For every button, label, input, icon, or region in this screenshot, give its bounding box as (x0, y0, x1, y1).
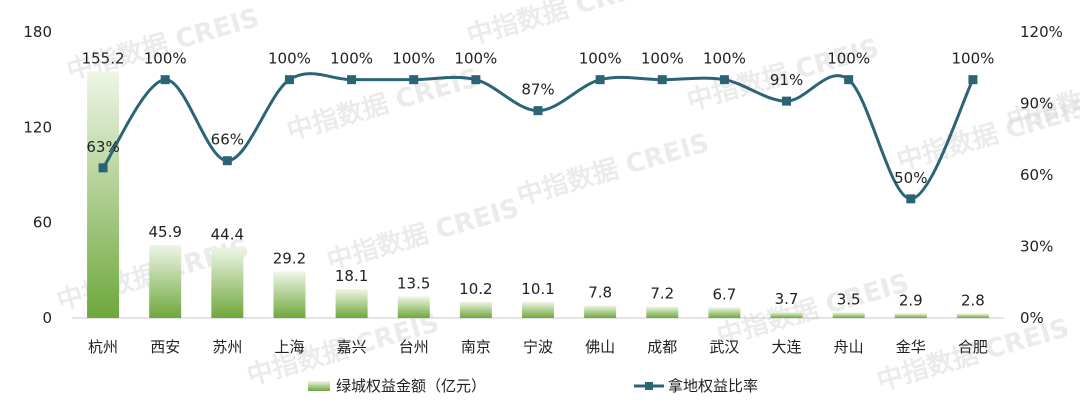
watermark-text: 中指数据 CREIS (324, 193, 523, 277)
bar-data-label: 7.8 (588, 284, 612, 302)
line-point (409, 75, 419, 85)
watermark-text: 中指数据 CREIS (514, 128, 713, 212)
legend-label-bars: 绿城权益金额（亿元） (336, 377, 486, 395)
line-point (471, 75, 481, 85)
bar-data-label: 29.2 (273, 250, 306, 268)
line-data-label: 100% (579, 50, 622, 68)
y-left-tick-label: 180 (23, 23, 52, 41)
x-tick-label: 上海 (274, 338, 304, 356)
line-data-label: 63% (86, 138, 119, 156)
bar (770, 312, 803, 318)
line-point (98, 163, 108, 173)
line-data-label: 100% (268, 50, 311, 68)
x-tick-label: 金华 (896, 338, 926, 356)
bar-data-label: 18.1 (335, 267, 368, 285)
line-data-label: 100% (703, 50, 746, 68)
bar-data-label: 7.2 (650, 285, 674, 303)
y-right-tick-label: 0% (1020, 309, 1044, 327)
x-tick-label: 嘉兴 (337, 338, 367, 356)
x-tick-label: 武汉 (709, 338, 739, 356)
watermark-text: 中指数据 CREIS (284, 63, 483, 147)
line-point (284, 75, 294, 85)
x-tick-label: 大连 (772, 338, 802, 356)
bar (646, 306, 679, 318)
bar (211, 247, 244, 318)
bar (149, 245, 182, 318)
line-point (968, 75, 978, 85)
line-data-label: 100% (144, 50, 187, 68)
x-tick-label: 苏州 (212, 338, 242, 356)
x-tick-label: 西安 (150, 338, 180, 356)
bar-data-label: 3.7 (775, 290, 799, 308)
bar-data-label: 10.2 (459, 280, 492, 298)
bar-data-label: 155.2 (82, 49, 125, 67)
line-data-label: 100% (392, 50, 435, 68)
y-right-tick-label: 60% (1020, 166, 1053, 184)
bar (708, 307, 741, 318)
line-data-label: 91% (770, 71, 803, 89)
bar (832, 312, 865, 318)
x-tick-label: 合肥 (958, 338, 988, 356)
watermark-text: 中指数据 CREIS (464, 0, 663, 52)
bar (894, 313, 927, 318)
line-point (657, 75, 667, 85)
line-point (347, 75, 357, 85)
line-point (533, 106, 543, 116)
bar-data-label: 45.9 (148, 223, 181, 241)
bar-data-label: 44.4 (211, 225, 244, 243)
line-point (844, 75, 854, 85)
y-right-tick-label: 120% (1020, 23, 1063, 41)
bar (956, 313, 989, 318)
line-data-label: 100% (951, 50, 994, 68)
line-point (595, 75, 605, 85)
line-data-label: 100% (454, 50, 497, 68)
bar-data-label: 13.5 (397, 275, 430, 293)
bar-data-label: 2.9 (899, 291, 923, 309)
x-tick-label: 宁波 (523, 338, 553, 356)
legend-label-line: 拿地权益比率 (668, 377, 758, 395)
y-right-tick-label: 30% (1020, 238, 1053, 256)
bar (459, 301, 492, 318)
line-point (782, 96, 792, 106)
watermark-text: 中指数据 CREIS (714, 268, 913, 352)
line-data-label: 100% (641, 50, 684, 68)
line-point (719, 75, 729, 85)
x-tick-label: 成都 (647, 338, 677, 356)
line-data-label: 50% (894, 169, 927, 187)
bar (397, 296, 430, 318)
bar (584, 305, 617, 318)
legend-swatch-bars (308, 381, 330, 391)
line-data-label: 100% (330, 50, 373, 68)
bar (522, 301, 554, 318)
bar (87, 71, 120, 318)
y-right-tick-label: 90% (1020, 95, 1053, 113)
bar-data-label: 10.1 (521, 280, 554, 298)
y-left-tick-label: 60 (33, 214, 52, 232)
bar (273, 271, 306, 318)
bar-data-label: 6.7 (712, 285, 736, 303)
x-tick-label: 舟山 (834, 338, 864, 356)
line-data-label: 87% (521, 81, 554, 99)
x-tick-label: 台州 (399, 338, 429, 356)
line-point (906, 194, 916, 204)
bar (335, 289, 368, 318)
x-tick-label: 佛山 (585, 338, 615, 356)
line-data-label: 66% (211, 131, 244, 149)
x-tick-label: 杭州 (88, 338, 118, 356)
line-point (160, 75, 170, 85)
x-tick-label: 南京 (461, 338, 491, 356)
y-left-tick-label: 0 (42, 309, 52, 327)
legend-swatch-line-marker (645, 382, 653, 390)
bar-data-label: 2.8 (961, 292, 985, 310)
line-point (222, 156, 232, 166)
y-left-tick-label: 120 (23, 118, 52, 136)
line-data-label: 100% (827, 50, 870, 68)
bar-data-label: 3.5 (837, 290, 861, 308)
